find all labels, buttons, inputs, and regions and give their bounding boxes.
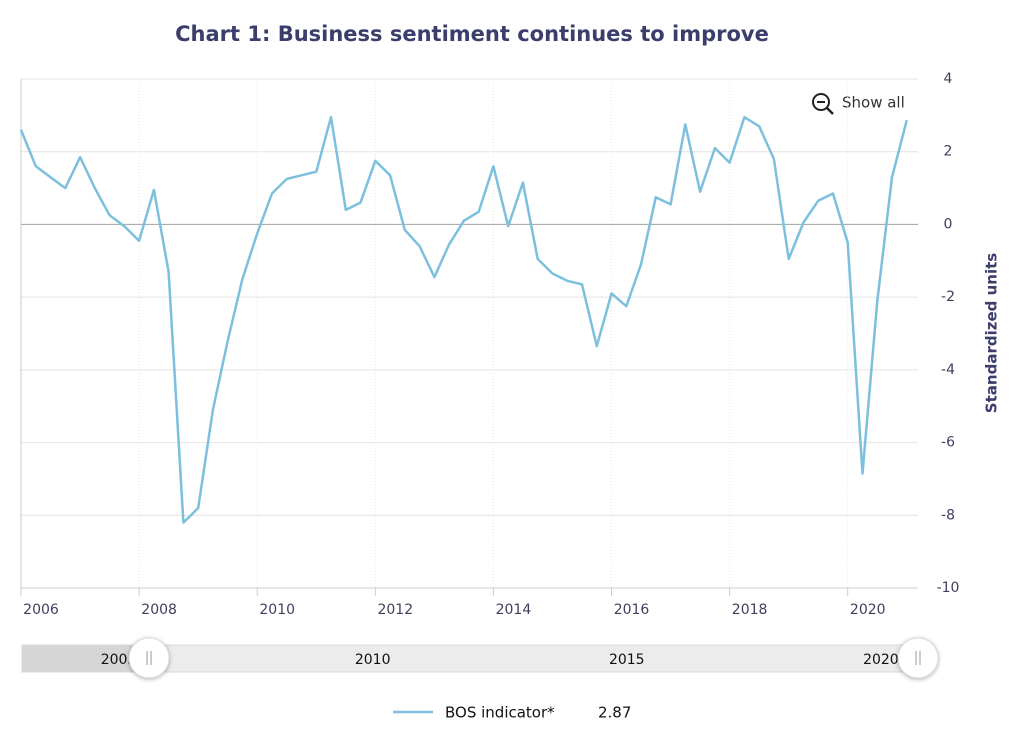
legend-label: BOS indicator* bbox=[445, 704, 555, 722]
zoom-icon bbox=[812, 93, 830, 111]
navigator-handle[interactable] bbox=[128, 637, 170, 679]
x-tick-label: 2006 bbox=[23, 602, 59, 618]
legend-value: 2.87 bbox=[598, 704, 631, 722]
y-tick-label: -4 bbox=[941, 362, 955, 378]
navigator-handle-knob bbox=[128, 637, 170, 679]
navigator-label: 2020 bbox=[863, 652, 899, 668]
x-tick-label: 2018 bbox=[732, 602, 768, 618]
legend-item[interactable]: BOS indicator* 2.87 bbox=[393, 704, 631, 722]
y-tick-label: -8 bbox=[941, 507, 955, 523]
x-tick-label: 2010 bbox=[259, 602, 295, 618]
navigator-mask bbox=[22, 645, 150, 672]
navigator-label: 2015 bbox=[609, 652, 645, 668]
x-tick-label: 2008 bbox=[141, 602, 177, 618]
navigator-handle[interactable] bbox=[897, 637, 939, 679]
reset-button-label: Show all bbox=[842, 94, 905, 112]
x-tick-label: 2020 bbox=[850, 602, 886, 618]
navigator-label: 2010 bbox=[355, 652, 391, 668]
chart-title: Chart 1: Business sentiment continues to… bbox=[175, 22, 769, 46]
y-tick-label: 0 bbox=[944, 216, 953, 232]
y-tick-label: 4 bbox=[944, 71, 953, 87]
series-line bbox=[19, 115, 909, 524]
x-tick-label: 2016 bbox=[614, 602, 650, 618]
reset-button[interactable]: Show all bbox=[812, 93, 905, 115]
navigator-handle-knob bbox=[897, 637, 939, 679]
y-axis-title: Standardized units bbox=[983, 253, 1001, 413]
x-tick-label: 2012 bbox=[377, 602, 413, 618]
x-tick-label: 2014 bbox=[496, 602, 532, 618]
y-tick-label: -2 bbox=[941, 289, 955, 305]
zoom-icon-handle bbox=[826, 107, 834, 115]
navigator-label: 2005 bbox=[101, 652, 137, 668]
y-tick-label: 2 bbox=[944, 144, 953, 160]
y-tick-label: -6 bbox=[941, 435, 955, 451]
y-tick-label: -10 bbox=[937, 580, 960, 596]
